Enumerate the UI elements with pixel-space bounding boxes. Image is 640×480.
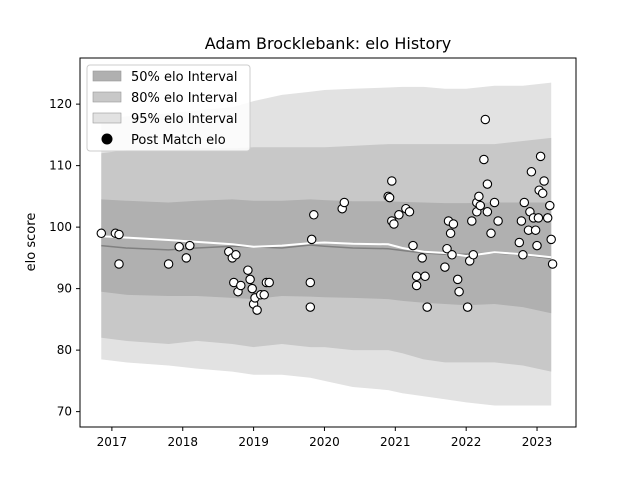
- post-match-elo-point: [533, 213, 544, 223]
- y-tick-label: 120: [49, 97, 72, 111]
- post-match-elo-point: [384, 192, 395, 203]
- post-match-elo-point: [163, 259, 174, 269]
- x-tick-label: 2023: [522, 435, 553, 449]
- post-match-elo-point: [408, 240, 418, 251]
- post-match-elo-point: [411, 280, 422, 291]
- x-tick-label: 2019: [238, 435, 269, 449]
- post-match-elo-point: [181, 253, 192, 263]
- legend-label: 95% elo Interval: [131, 112, 238, 127]
- x-tick-label: 2021: [380, 435, 411, 449]
- legend-swatch-band: [92, 112, 122, 124]
- post-match-elo-point: [420, 271, 430, 282]
- legend: 50% elo Interval 80% elo Interval 95% elo …: [86, 64, 251, 152]
- post-match-elo-point: [305, 302, 316, 312]
- x-tick-label: 2018: [167, 435, 198, 449]
- post-match-elo-point: [259, 290, 269, 300]
- post-match-elo-point: [306, 234, 317, 245]
- chart-title: Adam Brocklebank: elo History: [205, 34, 452, 53]
- post-match-elo-point: [475, 200, 486, 211]
- post-match-elo-point: [236, 280, 246, 291]
- post-match-elo-point: [519, 197, 530, 208]
- post-match-elo-point: [539, 176, 549, 186]
- post-match-elo-point: [489, 197, 500, 208]
- post-match-elo-point: [514, 237, 525, 248]
- post-match-elo-point: [264, 277, 274, 288]
- post-match-elo-point: [442, 243, 452, 254]
- y-axis: 70 80 90 100 110 120: [49, 97, 80, 419]
- post-match-elo-point: [245, 274, 255, 285]
- post-match-elo-point: [535, 151, 546, 162]
- post-match-elo-point: [309, 210, 319, 220]
- plot-area: [96, 82, 558, 406]
- y-axis-label: elo score: [24, 213, 39, 272]
- legend-label: 80% elo Interval: [131, 91, 238, 106]
- axes-frame: [79, 57, 577, 428]
- post-match-elo-point: [482, 207, 493, 217]
- post-match-elo-point: [518, 250, 528, 260]
- x-tick-label: 2020: [309, 435, 340, 449]
- post-match-elo-point: [454, 286, 464, 297]
- post-match-elo-point: [480, 114, 491, 125]
- post-match-elo-point: [448, 219, 459, 229]
- post-match-elo-point: [422, 302, 432, 312]
- post-match-elo-point: [546, 234, 556, 245]
- post-match-elo-point: [462, 302, 473, 312]
- post-match-elo-point: [467, 216, 477, 226]
- post-match-elo-point: [468, 250, 479, 260]
- post-match-elo-point: [530, 225, 541, 235]
- post-match-elo-point: [482, 179, 493, 189]
- post-match-elo-point: [114, 259, 124, 269]
- post-match-elo-point: [185, 240, 195, 251]
- post-match-elo-point: [174, 242, 184, 252]
- post-match-elo-point: [526, 167, 537, 177]
- post-match-elo-point: [411, 271, 422, 282]
- post-match-elo-point: [532, 240, 542, 251]
- legend-label: Post Match elo: [131, 133, 226, 148]
- post-match-elo-point: [305, 277, 316, 288]
- post-match-elo-point: [394, 210, 404, 220]
- post-match-elo-point: [417, 253, 427, 263]
- legend-label: 50% elo Interval: [131, 70, 238, 85]
- post-match-elo-point: [339, 197, 350, 208]
- post-match-elo-point: [537, 188, 548, 199]
- post-match-elo-point: [252, 305, 262, 315]
- legend-swatch-post-match: [101, 133, 113, 145]
- post-match-elo-point: [231, 250, 241, 260]
- post-match-elo-point: [486, 228, 496, 239]
- post-match-elo-point: [387, 176, 397, 186]
- x-tick-label: 2022: [451, 435, 482, 449]
- post-match-elo-point: [545, 200, 555, 211]
- y-tick-label: 70: [57, 405, 72, 419]
- post-match-elo-point: [542, 213, 553, 223]
- x-tick-label: 2017: [97, 435, 128, 449]
- post-match-elo-point: [516, 216, 527, 226]
- post-match-elo-point: [247, 283, 257, 294]
- post-match-elo-point: [243, 265, 253, 275]
- post-match-elo-point: [389, 219, 399, 229]
- y-tick-label: 90: [57, 282, 72, 296]
- post-match-elo-point: [445, 228, 456, 239]
- legend-swatch-band: [92, 91, 122, 103]
- post-match-elo-point: [447, 250, 457, 260]
- post-match-elo-point: [479, 154, 489, 165]
- x-axis: 2017 2018 2019 2020 2021 2022 2023: [97, 427, 553, 449]
- y-tick-label: 100: [49, 220, 72, 234]
- legend-swatch-band: [92, 70, 122, 82]
- post-match-elo-point: [404, 207, 415, 217]
- legend-box: [86, 64, 251, 152]
- post-match-elo-point: [96, 228, 107, 239]
- y-tick-label: 110: [49, 159, 72, 173]
- post-match-elo-point: [493, 216, 503, 226]
- band-50-interval: [101, 199, 552, 314]
- post-match-elo-point: [440, 262, 450, 272]
- post-match-elo-point: [452, 274, 463, 285]
- post-match-elo-point: [114, 229, 124, 240]
- y-tick-label: 80: [57, 343, 72, 357]
- post-match-elo-point: [547, 259, 558, 269]
- post-match-elo-point: [474, 191, 484, 202]
